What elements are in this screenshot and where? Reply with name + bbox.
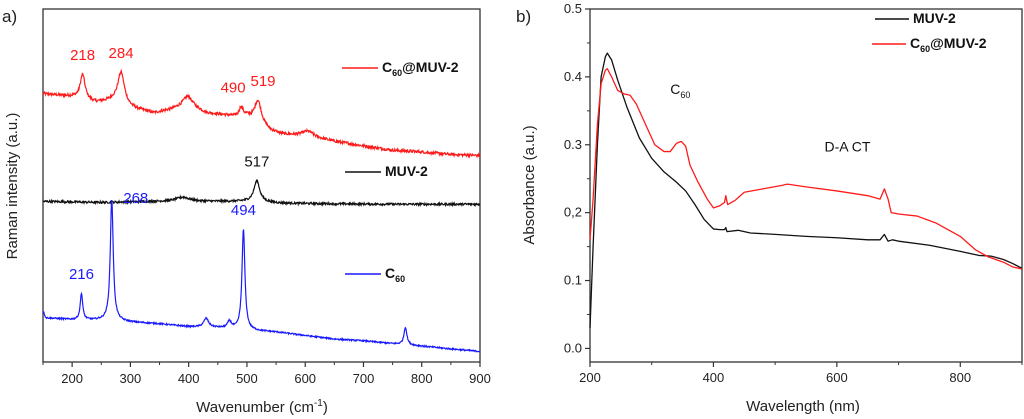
x-tick-label-b: 800 [949,370,971,385]
y-axis-title-a: Raman intensity (a.u.) [4,113,21,260]
absorbance-panel: b) 200 400 600 800 0.0 0.1 0,2 0.3 0.4 0.5 C60 D-A… [516,1,1023,415]
y-tick-label-b: 0.3 [564,137,582,152]
legend-item-muv-2: MUV-2 [345,163,428,179]
series-line-c60 [42,199,481,353]
x-tick-label-a: 200 [61,371,83,386]
annotations-b: C60 D-A CT [670,81,871,155]
x-axis-title-a: Wavenumber (cm-1) [196,398,328,416]
series-line-c60-muv-2 [42,68,481,159]
y-tick-label-b: 0.4 [564,69,582,84]
y-tick-label-b: 0,2 [564,205,582,220]
series-line-muv-2 [589,52,1023,329]
y-tick-label-b: 0.1 [564,273,582,288]
peak-label: 268 [123,190,148,207]
series-group-a [42,68,481,353]
legend-label: MUV-2 [913,10,956,26]
legend-label: C60@MUV-2 [910,35,987,54]
series-line-muv-2 [42,179,481,208]
x-tick-label-a: 700 [353,371,375,386]
x-tick-label-b: 600 [826,370,848,385]
legend-label: MUV-2 [385,163,428,179]
legend-label: C60 [385,265,405,284]
x-axis-title-b: Wavelength (nm) [746,398,860,415]
y-tick-label-b: 0.5 [564,1,582,16]
legend-a: C60@MUV-2 MUV-2 C60 [342,59,459,284]
legend-label: C60@MUV-2 [382,59,459,78]
panel-label-b: b) [516,7,531,26]
plot-frame-b [589,8,1023,363]
legend-item-c60-muv-2: C60@MUV-2 [342,59,459,78]
x-tick-label-b: 400 [703,370,725,385]
series-line-c60-muv-2 [589,68,1023,270]
peak-label: 494 [231,202,256,219]
x-tick-label-a: 500 [236,371,258,386]
peak-label: 519 [250,73,275,90]
legend-b: MUV-2 C60@MUV-2 [872,10,987,54]
peak-label: 284 [109,45,134,62]
y-axis-title-b: Absorbance (a.u.) [521,125,538,244]
peak-label: 490 [221,79,246,96]
x-tick-label-a: 300 [120,371,142,386]
legend-item-c60: C60 [345,265,405,284]
x-tick-label-b: 200 [579,370,601,385]
panel-label-a: a) [2,7,17,26]
x-axis-ticks-a: 200 300 400 500 600 700 800 900 [42,362,491,386]
axis-ticks-b: 200 400 600 800 0.0 0.1 0,2 0.3 0.4 0.5 [564,1,1023,385]
x-tick-label-a: 800 [411,371,433,386]
raman-panel: a) 200 300 400 500 600 700 800 900 218 284 490 519… [2,7,491,416]
plot-frame-a [42,8,481,363]
y-tick-label-b: 0.0 [564,340,582,355]
peak-label: 218 [70,47,95,64]
series-group-b [589,52,1023,329]
x-tick-label-a: 400 [178,371,200,386]
peak-label: 216 [69,266,94,283]
annotation-d-a-ct: D-A CT [825,139,871,155]
legend-item-c60-muv-2: C60@MUV-2 [872,35,987,54]
x-tick-label-a: 600 [294,371,316,386]
x-tick-label-a: 900 [469,371,491,386]
peak-label: 517 [244,154,269,171]
annotation-c60: C60 [670,81,690,100]
peak-labels-a: 218 284 490 519 517 216 268 494 [69,45,276,283]
legend-item-muv-2: MUV-2 [875,10,956,26]
